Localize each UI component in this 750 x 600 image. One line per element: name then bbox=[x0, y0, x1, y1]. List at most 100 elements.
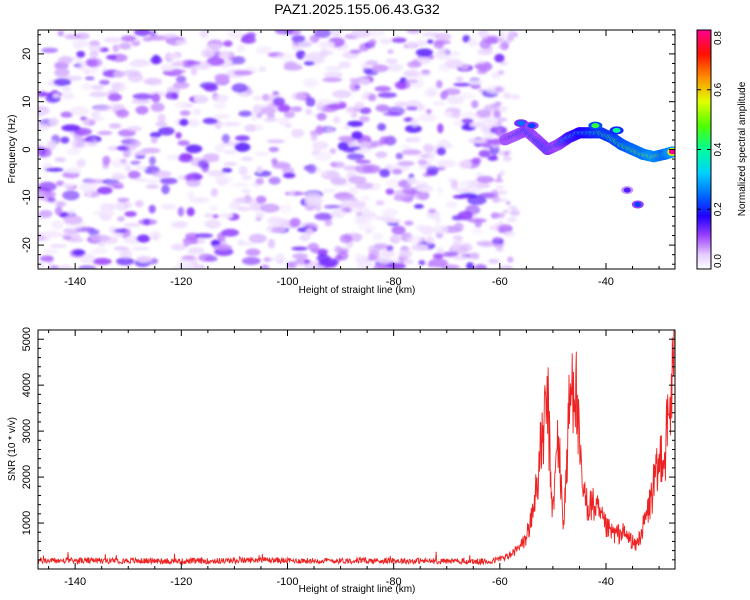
y-tick-label: 2000 bbox=[21, 465, 33, 489]
heatmap-noise-cell bbox=[253, 95, 263, 101]
heatmap-noise-cell bbox=[507, 256, 514, 263]
heatmap-noise-cell bbox=[39, 255, 54, 262]
heatmap-noise-cell bbox=[185, 144, 203, 154]
heatmap-noise-cell bbox=[64, 167, 82, 174]
heatmap-noise-cell bbox=[305, 227, 314, 236]
heatmap-noise-cell bbox=[142, 218, 151, 226]
heatmap-noise-cell bbox=[158, 126, 175, 136]
heatmap-noise-cell bbox=[177, 206, 185, 217]
heatmap-noise-cell bbox=[135, 150, 148, 156]
heatmap-noise-cell bbox=[474, 63, 488, 70]
heatmap-noise-cell bbox=[122, 148, 131, 158]
heatmap-noise-cell bbox=[391, 225, 406, 235]
heatmap-noise-cell bbox=[115, 109, 129, 118]
heatmap-noise-cell bbox=[377, 92, 397, 98]
heatmap-noise-cell bbox=[422, 143, 434, 153]
heatmap-noise-cell bbox=[43, 249, 59, 254]
heatmap-noise-cell bbox=[256, 165, 263, 174]
heatmap-noise-cell bbox=[338, 196, 358, 202]
heatmap-noise-cell bbox=[120, 35, 137, 42]
heatmap-noise-cell bbox=[504, 151, 509, 157]
heatmap-noise-cell bbox=[350, 112, 358, 119]
heatmap-noise-cell bbox=[452, 255, 469, 261]
heatmap-noise-cell bbox=[232, 56, 246, 65]
heatmap-noise-cell bbox=[52, 93, 60, 99]
heatmap-noise-cell bbox=[134, 177, 147, 182]
heatmap-noise-cell bbox=[274, 30, 294, 35]
heatmap-noise-cell bbox=[176, 258, 193, 266]
heatmap-noise-cell bbox=[117, 129, 136, 137]
heatmap-noise-cell bbox=[50, 264, 60, 269]
heatmap-noise-cell bbox=[386, 262, 406, 269]
heatmap-noise-cell bbox=[508, 206, 518, 210]
heatmap-noise-cell bbox=[501, 224, 512, 228]
heatmap-noise-cell bbox=[227, 30, 243, 39]
heatmap-noise-cell bbox=[170, 221, 188, 229]
heatmap-noise-cell bbox=[260, 264, 270, 269]
heatmap-noise-cell bbox=[436, 147, 447, 156]
heatmap-noise-cell bbox=[331, 161, 345, 169]
heatmap-noise-cell bbox=[445, 143, 454, 149]
heatmap-noise-cell bbox=[213, 93, 229, 103]
heatmap-noise-cell bbox=[172, 265, 193, 269]
colorbar-tick-label: 0.0 bbox=[713, 254, 724, 268]
heatmap-noise-cell bbox=[496, 212, 505, 218]
heatmap-noise-cell bbox=[478, 150, 491, 158]
heatmap-noise-cell bbox=[461, 111, 479, 119]
heatmap-noise-cell bbox=[360, 196, 370, 201]
heatmap-noise-cell bbox=[371, 64, 389, 73]
x-tick-label: -40 bbox=[598, 276, 614, 288]
heatmap-noise-cell bbox=[438, 47, 450, 55]
heatmap-noise-cell bbox=[42, 230, 62, 238]
heatmap-noise-cell bbox=[128, 61, 148, 68]
heatmap-noise-cell bbox=[38, 91, 48, 97]
heatmap-noise-cell bbox=[434, 217, 442, 224]
heatmap-x-axis: -140 -120 -100 -80 -60 -40 bbox=[48, 30, 660, 288]
heatmap-noise-cell bbox=[110, 82, 122, 90]
heatmap-noise-cell bbox=[468, 139, 488, 144]
heatmap-noise-cell bbox=[483, 122, 492, 128]
heatmap-noise-cell bbox=[199, 30, 209, 38]
heatmap-noise-cell bbox=[47, 197, 56, 203]
heatmap-noise-cell bbox=[286, 261, 298, 269]
heatmap-noise-cell bbox=[478, 30, 489, 39]
heatmap-noise-cell bbox=[38, 124, 51, 130]
heatmap-noise-cell bbox=[119, 42, 132, 50]
heatmap-noise-cell bbox=[54, 206, 63, 216]
heatmap-signal-patch bbox=[612, 127, 621, 133]
heatmap-noise-cell bbox=[80, 116, 87, 121]
heatmap-noise-cell bbox=[458, 159, 472, 170]
heatmap-noise-cell bbox=[491, 196, 501, 203]
heatmap-noise-cell bbox=[117, 216, 125, 222]
heatmap-noise-cell bbox=[90, 84, 105, 90]
heatmap-noise-cell bbox=[255, 195, 267, 204]
y-tick-label: -20 bbox=[21, 237, 33, 253]
heatmap-noise-cell bbox=[100, 202, 115, 212]
heatmap-noise-cell bbox=[62, 92, 75, 100]
heatmap-noise-cell bbox=[38, 181, 57, 192]
heatmap-noise-cell bbox=[491, 102, 500, 109]
heatmap-noise-cell bbox=[415, 48, 434, 57]
heatmap-noise-cell bbox=[425, 235, 435, 245]
heatmap-noise-cell bbox=[415, 39, 427, 47]
heatmap-noise-cell bbox=[185, 232, 200, 240]
heatmap-noise-cell bbox=[221, 228, 239, 237]
heatmap-noise-cell bbox=[270, 226, 286, 234]
heatmap-noise-cell bbox=[397, 160, 415, 167]
heatmap-noise-cell bbox=[179, 110, 191, 116]
heatmap-noise-cell bbox=[349, 82, 361, 92]
snr-panel: -140 -120 -100 -80 -60 -40 1000 2000 3000 4000 50… bbox=[7, 327, 676, 595]
colorbar-ticks: 0.0 0.2 0.4 0.6 0.8 bbox=[697, 29, 724, 270]
heatmap-noise-cell bbox=[136, 234, 151, 243]
snr-y-axis-label: SNR (10 * v/v) bbox=[7, 417, 18, 481]
heatmap-noise-cell bbox=[471, 157, 482, 164]
heatmap-noise-cell bbox=[54, 67, 70, 78]
heatmap-noise-cell bbox=[64, 33, 82, 40]
heatmap-noise-cell bbox=[282, 172, 296, 179]
heatmap-noise-cell bbox=[204, 43, 223, 50]
heatmap-noise-cell bbox=[189, 196, 210, 204]
heatmap-noise-cell bbox=[122, 69, 141, 77]
x-tick-label: -140 bbox=[64, 576, 86, 588]
heatmap-noise-cell bbox=[506, 265, 513, 269]
